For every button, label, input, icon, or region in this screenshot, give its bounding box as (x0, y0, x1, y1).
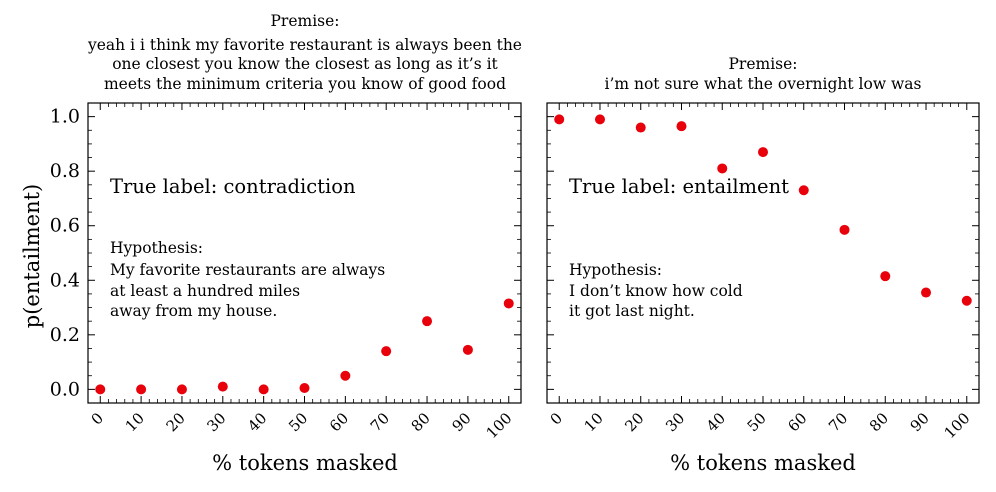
left-title-line-2: yeah i i think my favorite restaurant is… (87, 36, 522, 54)
left-x-tick-label: 10 (122, 409, 148, 435)
left-data-point (462, 344, 473, 355)
right-x-tick-label: 50 (744, 409, 770, 435)
left-true-label: True label: contradiction (110, 175, 356, 198)
right-data-point (798, 185, 809, 196)
y-tick-label: 0.8 (50, 160, 80, 182)
right-data-point (961, 295, 972, 306)
left-data-point (381, 346, 392, 357)
right-x-tick-label: 30 (662, 409, 688, 435)
right-plot-area: 0 10 20 30 40 50 60 70 80 90 100 True label: entai… (546, 102, 980, 442)
right-hypothesis-line-1: Hypothesis: (569, 261, 662, 279)
left-hypothesis-line-2: My favorite restaurants are always (110, 261, 385, 279)
left-data-point (136, 384, 147, 395)
left-plot-area: 0.0 0.2 0.4 0.6 0.8 1.0 0 10 20 30 40 50 60 70 80 90 100… (50, 102, 522, 442)
left-x-tick-label: 20 (163, 409, 189, 435)
y-tick-label: 0.4 (50, 269, 80, 291)
left-data-point (503, 298, 514, 309)
left-x-tick-label: 90 (448, 409, 474, 435)
left-data-point (176, 384, 187, 395)
right-x-tick-label: 10 (581, 409, 607, 435)
right-data-point (717, 163, 728, 174)
right-hypothesis-line-2: I don’t know how cold (569, 282, 743, 300)
left-hypothesis-line-1: Hypothesis: (110, 239, 203, 257)
left-title-line-4: meets the minimum criteria you know of g… (104, 75, 506, 93)
left-x-tick-label: 30 (203, 409, 229, 435)
y-axis-label: p(entailment) (20, 184, 44, 328)
right-panel: Premise: i’m not sure what the overnight… (546, 55, 980, 475)
y-tick-label: 0.2 (50, 324, 80, 346)
left-title-line-1: Premise: (270, 12, 339, 30)
y-tick-label: 0.6 (50, 215, 80, 237)
right-x-tick-label: 80 (866, 409, 892, 435)
left-x-tick-label: 60 (326, 409, 352, 435)
right-x-tick-label: 40 (703, 409, 729, 435)
right-data-point (880, 271, 891, 282)
right-x-tick-label: 100 (941, 409, 974, 442)
left-data-point (258, 384, 269, 395)
left-x-tick-label: 0 (88, 409, 107, 428)
left-x-tick-label: 80 (408, 409, 434, 435)
right-x-tick-label: 0 (547, 409, 566, 428)
y-tick-label: 0.0 (50, 378, 80, 400)
left-markers (95, 298, 514, 395)
right-x-tick-label: 20 (621, 409, 647, 435)
left-hypothesis-line-4: away from my house. (110, 302, 277, 320)
left-title-line-3: one closest you know the closest as long… (112, 55, 498, 73)
right-markers (554, 114, 972, 306)
y-tick-label: 1.0 (50, 106, 80, 128)
right-data-point (676, 121, 687, 132)
right-x-tick-label: 90 (907, 409, 933, 435)
left-data-point (299, 383, 310, 393)
left-x-tick-label: 100 (483, 409, 516, 442)
left-x-axis-label: % tokens masked (212, 451, 398, 475)
left-data-point (422, 316, 433, 327)
right-data-point (635, 122, 646, 133)
right-data-point (758, 147, 768, 158)
right-x-tick-label: 60 (784, 409, 810, 435)
right-title-line-2: i’m not sure what the overnight low was (604, 75, 921, 93)
left-data-point (340, 370, 351, 381)
left-data-point (217, 381, 228, 392)
right-title-line-1: Premise: (728, 55, 797, 73)
right-x-tick-label: 70 (825, 409, 851, 435)
left-x-tick-label: 50 (285, 409, 311, 435)
right-data-point (554, 114, 565, 125)
left-data-point (95, 384, 106, 395)
right-data-point (594, 114, 605, 125)
left-hypothesis-line-3: at least a hundred miles (110, 282, 300, 300)
right-data-point (839, 224, 850, 235)
left-x-tick-label: 70 (367, 409, 393, 435)
left-x-tick-label: 40 (244, 409, 270, 435)
left-panel: Premise: yeah i i think my favorite rest… (50, 12, 522, 475)
right-data-point (921, 287, 932, 298)
right-x-axis-label: % tokens masked (670, 451, 856, 475)
right-true-label: True label: entailment (569, 175, 789, 198)
right-hypothesis-line-3: it got last night. (569, 302, 695, 320)
